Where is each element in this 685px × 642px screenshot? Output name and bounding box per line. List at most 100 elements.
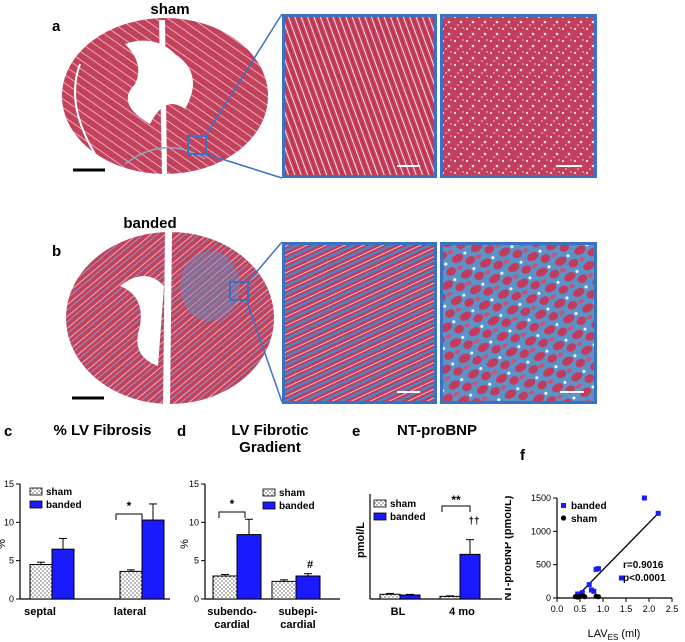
- zoom-lines-a: [205, 13, 283, 179]
- chart-e-title: NT-proBNP: [397, 422, 477, 439]
- significance-star: *: [127, 499, 132, 513]
- point-banded: [641, 495, 647, 501]
- panel-label-a: a: [52, 18, 61, 35]
- legend-sham: sham: [46, 487, 72, 498]
- point-banded: [579, 590, 585, 596]
- bar-banded: [399, 594, 421, 600]
- category-label-lateral: lateral: [114, 606, 146, 618]
- panel-label-e: e: [352, 423, 361, 440]
- category-label-bl: BL: [391, 606, 406, 618]
- bar-sham: [271, 580, 297, 600]
- x-tick-label: 0.5: [574, 604, 587, 614]
- category-label-4mo: 4 mo: [449, 606, 475, 618]
- y-tick-label: 15: [189, 479, 199, 489]
- legend-banded: banded: [571, 501, 607, 512]
- correlation-r: r=0.9016: [623, 560, 664, 571]
- chart-c-ylabel: %: [0, 539, 8, 549]
- bar-banded: [51, 548, 75, 600]
- bar-banded: [141, 519, 165, 600]
- banded-histology-high-mag: [440, 242, 597, 404]
- bar-sham: [379, 593, 401, 600]
- chart-d-ylabel: %: [179, 539, 191, 549]
- category-label-subepi-line1: subepi-: [278, 606, 317, 618]
- banded-heart-section: [66, 230, 274, 408]
- y-tick-label: 15: [4, 479, 14, 489]
- chart-d-title-line1: LV Fibrotic: [231, 422, 309, 439]
- chart-e: pmol/L sham banded ** †† BL 4 mo: [355, 493, 502, 618]
- sham-heart-section: [62, 18, 268, 174]
- point-sham: [582, 594, 588, 600]
- category-label-subendo-line2: cardial: [214, 619, 249, 631]
- point-banded: [589, 587, 594, 593]
- y-tick-label: 5: [194, 556, 199, 566]
- legend: sham banded: [262, 488, 315, 512]
- point-banded: [575, 591, 581, 597]
- category-label-septal: septal: [24, 606, 56, 618]
- y-tick-label: 0: [9, 594, 14, 604]
- chart-d: % 0 5 10 15 sham banded * # subendo- cardia…: [179, 479, 340, 631]
- x-tick-label: 1.0: [597, 604, 610, 614]
- category-label-subendo-line1: subendo-: [207, 606, 257, 618]
- legend-sham: sham: [390, 499, 416, 510]
- zoom-lines-b: [246, 241, 283, 403]
- y-tick-label: 0: [194, 594, 199, 604]
- panel-label-c: c: [4, 423, 13, 440]
- x-tick-label: 2.5: [666, 604, 679, 614]
- banded-histology-low-mag: [282, 242, 437, 404]
- panel-label-b: b: [52, 243, 62, 260]
- legend-banded: banded: [46, 500, 82, 511]
- p-value: p<0.0001: [623, 573, 666, 584]
- row-title-banded: banded: [123, 215, 177, 232]
- banded-heart-image: [66, 230, 274, 408]
- x-tick-label: 0.0: [551, 604, 564, 614]
- significance-stars: **: [451, 493, 461, 507]
- x-tick-label: 2.0: [643, 604, 656, 614]
- bar-sham: [439, 595, 461, 600]
- sham-heart-image: [62, 18, 268, 174]
- legend-banded: banded: [279, 501, 315, 512]
- chart-d-title-line2: Gradient: [239, 439, 301, 456]
- bar-banded: [459, 553, 481, 600]
- legend: banded sham: [560, 501, 607, 525]
- significance-star: *: [230, 497, 235, 511]
- point-banded: [618, 575, 624, 581]
- panel-label-f: f: [520, 447, 525, 464]
- point-banded: [595, 566, 601, 572]
- sham-histology-high-mag: [440, 14, 597, 178]
- y-tick-label: 10: [189, 517, 199, 527]
- category-label-subepi-line2: cardial: [280, 619, 315, 631]
- point-sham: [595, 594, 601, 600]
- chart-d-title: LV Fibrotic Gradient: [195, 422, 345, 456]
- bar-sham: [29, 564, 53, 600]
- legend-banded: banded: [390, 512, 426, 523]
- chart-f-xlabel: LAVES (ml): [588, 628, 641, 642]
- y-tick-label: 5: [9, 556, 14, 566]
- y-tick-label: 0: [546, 593, 551, 603]
- sham-histology-low-mag: [282, 14, 437, 178]
- y-tick-label: 10: [4, 517, 14, 527]
- point-banded: [655, 510, 661, 516]
- bar-sham: [212, 575, 238, 600]
- chart-f-ylabel: NT-proBNP (pmol/L): [505, 495, 514, 600]
- x-tick-label: 1.5: [620, 604, 633, 614]
- row-title-sham: sham: [150, 1, 190, 18]
- y-tick-label: 1500: [531, 493, 551, 503]
- significance-hash: #: [307, 559, 313, 571]
- panel-label-d: d: [177, 423, 187, 440]
- significance-daggers: ††: [468, 516, 479, 527]
- chart-e-ylabel: pmol/L: [355, 522, 367, 558]
- y-tick-label: 500: [536, 560, 551, 570]
- bar-banded: [295, 575, 321, 600]
- chart-c-title: % LV Fibrosis: [53, 422, 152, 439]
- point-banded: [586, 582, 592, 588]
- legend-sham: sham: [279, 488, 305, 499]
- y-tick-label: 1000: [531, 526, 551, 536]
- bar-sham: [119, 570, 143, 600]
- chart-c: % 0 5 10 15 sham banded * septal lateral: [0, 479, 170, 618]
- legend-sham: sham: [571, 514, 597, 525]
- legend: sham banded: [373, 499, 426, 523]
- legend: sham banded: [29, 487, 82, 511]
- chart-f: NT-proBNP (pmol/L) 0.0 0.5 1.0 1.5 2.0 2.5 0 50…: [505, 493, 679, 642]
- point-sham: [575, 594, 581, 600]
- bar-banded: [236, 534, 262, 600]
